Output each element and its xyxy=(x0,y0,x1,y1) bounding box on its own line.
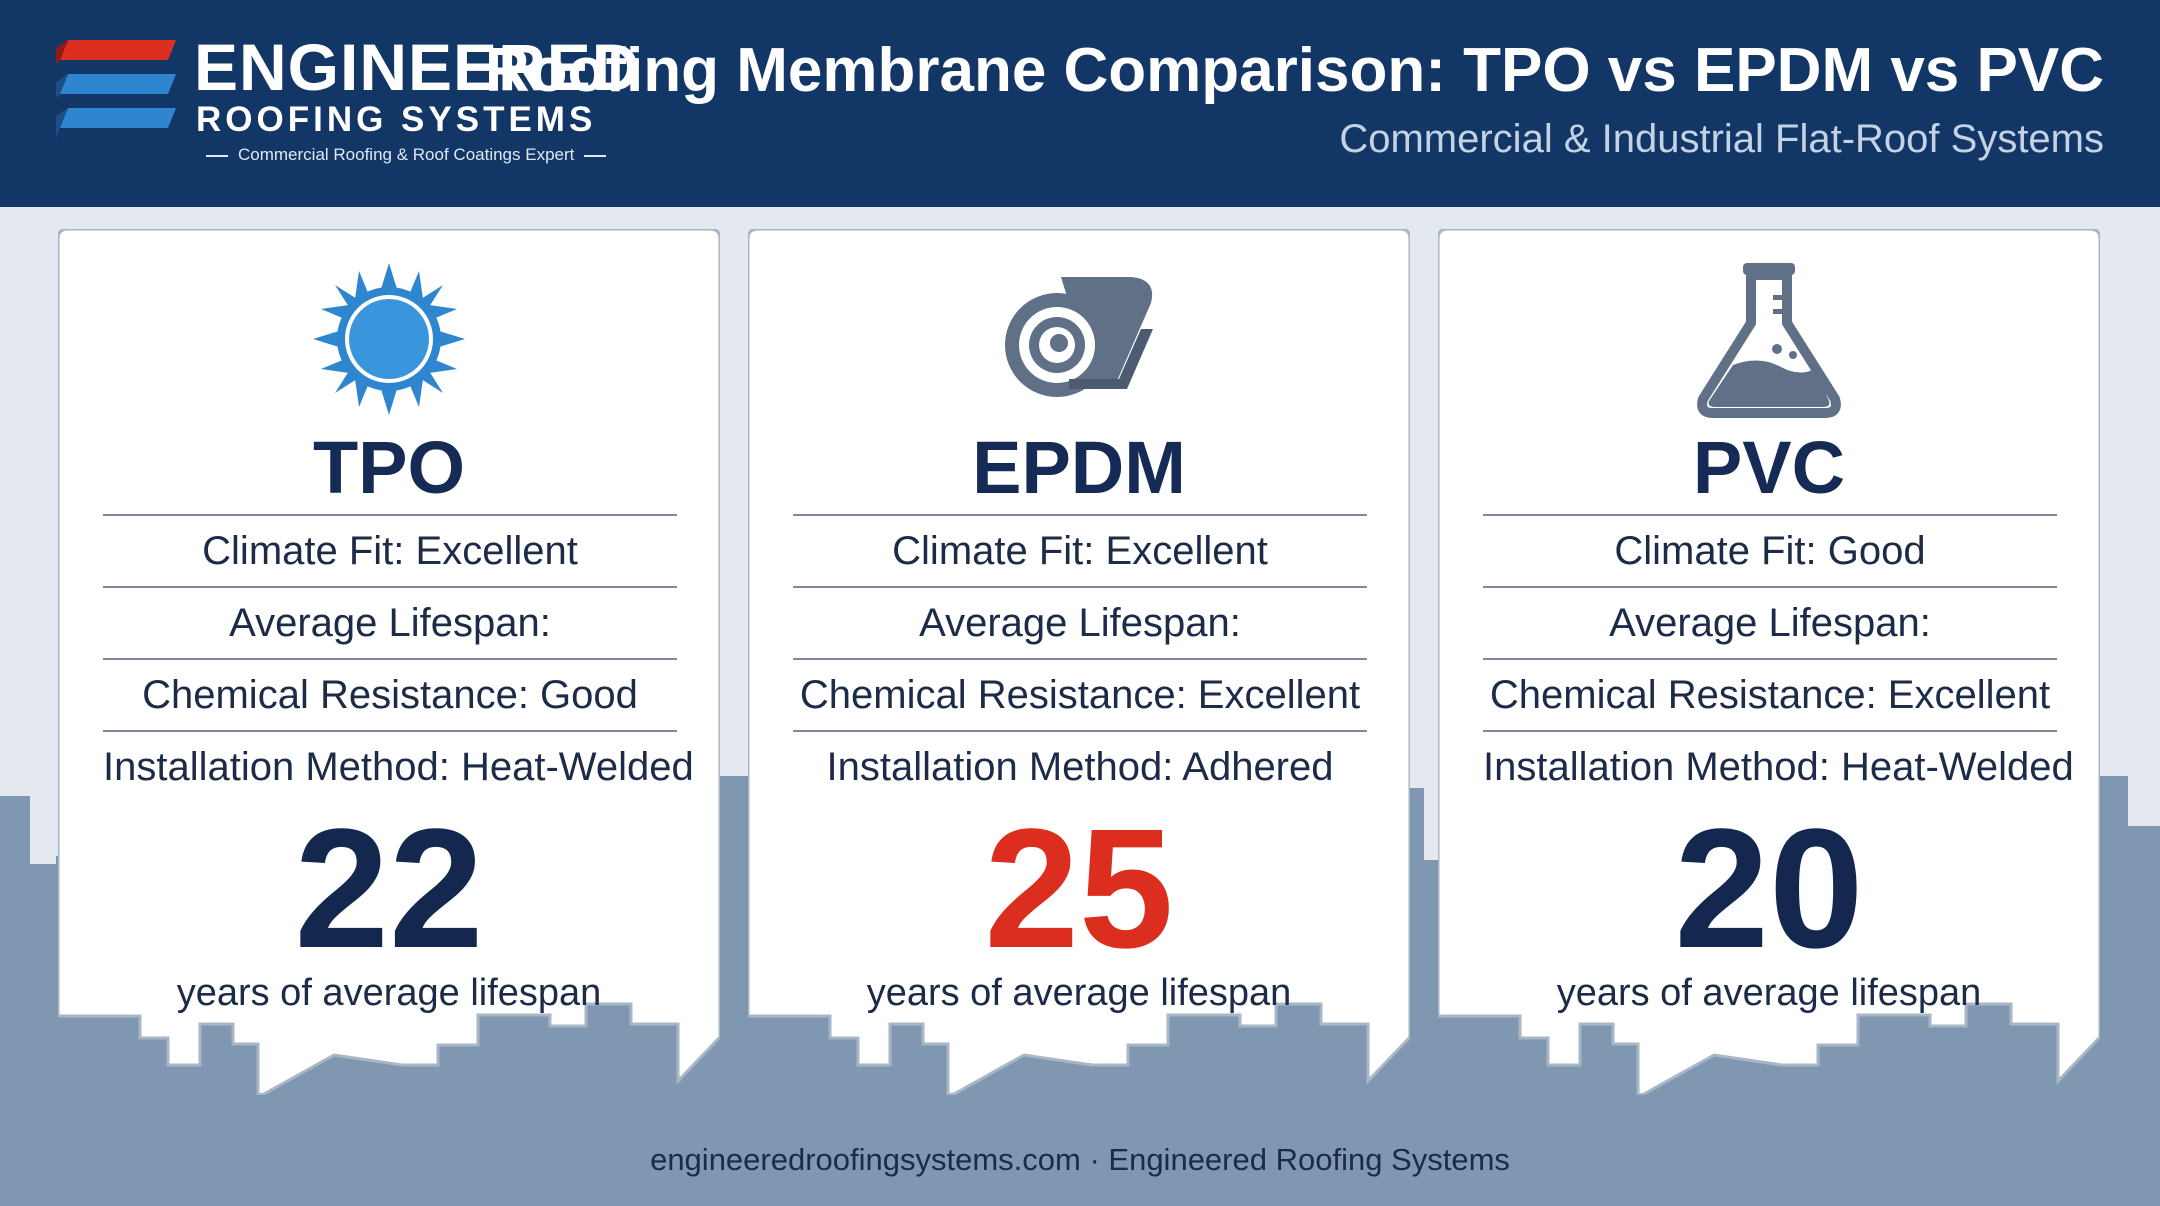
spec-climate-fit: Climate Fit: Excellent xyxy=(793,514,1367,586)
lifespan-value: 20 xyxy=(1674,794,1864,984)
header-banner: ENGINEERED ROOFING SYSTEMS Commercial Ro… xyxy=(0,0,2160,207)
spec-chemical-resistance: Chemical Resistance: Good xyxy=(103,658,677,730)
card-tpo: TPO Climate Fit: Excellent Average Lifes… xyxy=(58,229,720,1095)
spec-average-lifespan: Average Lifespan: xyxy=(1483,586,2057,658)
page-subtitle: Commercial & Industrial Flat-Roof System… xyxy=(1339,117,2104,161)
card-background xyxy=(748,229,1410,1095)
footer-text: engineeredroofingsystems.com · Engineere… xyxy=(650,1142,1510,1177)
spec-climate-fit: Climate Fit: Excellent xyxy=(103,514,677,586)
spec-installation-method: Installation Method: Adhered xyxy=(793,730,1367,802)
spec-average-lifespan: Average Lifespan: xyxy=(103,586,677,658)
lifespan-unit: years of average lifespan xyxy=(1556,972,1982,1014)
membrane-name: TPO xyxy=(312,426,466,509)
spec-chemical-resistance: Chemical Resistance: Excellent xyxy=(1483,658,2057,730)
sun-icon xyxy=(313,263,465,415)
spec-installation-method: Installation Method: Heat-Welded xyxy=(103,730,694,802)
card-background xyxy=(1438,229,2100,1095)
spec-climate-fit: Climate Fit: Good xyxy=(1483,514,2057,586)
membrane-name: PVC xyxy=(1692,426,1846,509)
lifespan-unit: years of average lifespan xyxy=(866,972,1292,1014)
card-epdm: EPDM Climate Fit: Excellent Average Life… xyxy=(748,229,1410,1095)
lifespan-value: 22 xyxy=(294,794,484,984)
spec-list: Climate Fit: Good Average Lifespan: Chem… xyxy=(1483,514,2074,802)
flask-icon xyxy=(1697,263,1841,418)
card-pvc: PVC Climate Fit: Good Average Lifespan: … xyxy=(1438,229,2100,1095)
lifespan-value: 25 xyxy=(984,794,1174,984)
spec-average-lifespan: Average Lifespan: xyxy=(793,586,1367,658)
spec-chemical-resistance: Chemical Resistance: Excellent xyxy=(793,658,1367,730)
brand-tagline: Commercial Roofing & Roof Coatings Exper… xyxy=(196,144,574,166)
membrane-roll-icon xyxy=(1005,277,1153,397)
spec-list: Climate Fit: Excellent Average Lifespan:… xyxy=(103,514,694,802)
page-title: Roofing Membrane Comparison: TPO vs EPDM… xyxy=(484,36,2104,105)
card-background xyxy=(58,229,720,1095)
brand-name-line2: ROOFING SYSTEMS xyxy=(196,100,597,139)
membrane-name: EPDM xyxy=(972,426,1186,509)
lifespan-unit: years of average lifespan xyxy=(176,972,602,1014)
logo-icon xyxy=(56,40,176,138)
spec-installation-method: Installation Method: Heat-Welded xyxy=(1483,730,2074,802)
spec-list: Climate Fit: Excellent Average Lifespan:… xyxy=(793,514,1367,802)
